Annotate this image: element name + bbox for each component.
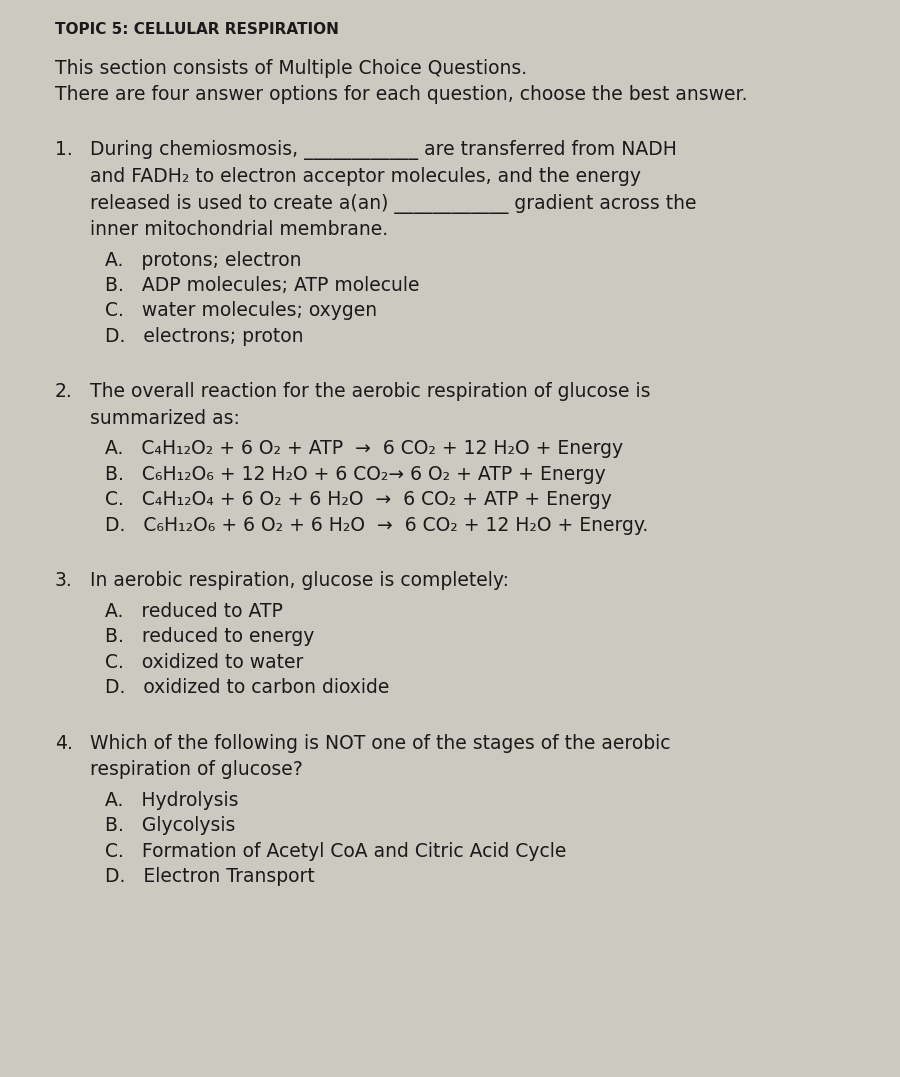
Text: respiration of glucose?: respiration of glucose? (90, 760, 302, 780)
Text: TOPIC 5: CELLULAR RESPIRATION: TOPIC 5: CELLULAR RESPIRATION (55, 22, 339, 37)
Text: C.   C₄H₁₂O₄ + 6 O₂ + 6 H₂O  →  6 CO₂ + ATP + Energy: C. C₄H₁₂O₄ + 6 O₂ + 6 H₂O → 6 CO₂ + ATP … (105, 490, 612, 509)
Text: D.   electrons; proton: D. electrons; proton (105, 327, 303, 346)
Text: The overall reaction for the aerobic respiration of glucose is: The overall reaction for the aerobic res… (90, 382, 651, 402)
Text: inner mitochondrial membrane.: inner mitochondrial membrane. (90, 220, 388, 239)
Text: A.   C₄H₁₂O₂ + 6 O₂ + ATP  →  6 CO₂ + 12 H₂O + Energy: A. C₄H₁₂O₂ + 6 O₂ + ATP → 6 CO₂ + 12 H₂O… (105, 439, 623, 459)
Text: A.   reduced to ATP: A. reduced to ATP (105, 602, 283, 621)
Text: A.   protons; electron: A. protons; electron (105, 251, 302, 269)
Text: Which of the following is NOT one of the stages of the aerobic: Which of the following is NOT one of the… (90, 735, 670, 753)
Text: B.   ADP molecules; ATP molecule: B. ADP molecules; ATP molecule (105, 276, 419, 295)
Text: This section consists of Multiple Choice Questions.: This section consists of Multiple Choice… (55, 59, 527, 78)
Text: D.   oxidized to carbon dioxide: D. oxidized to carbon dioxide (105, 679, 390, 698)
Text: B.   reduced to energy: B. reduced to energy (105, 628, 314, 646)
Text: C.   oxidized to water: C. oxidized to water (105, 653, 303, 672)
Text: D.   C₆H₁₂O₆ + 6 O₂ + 6 H₂O  →  6 CO₂ + 12 H₂O + Energy.: D. C₆H₁₂O₆ + 6 O₂ + 6 H₂O → 6 CO₂ + 12 H… (105, 516, 648, 535)
Text: summarized as:: summarized as: (90, 409, 240, 428)
Text: In aerobic respiration, glucose is completely:: In aerobic respiration, glucose is compl… (90, 572, 509, 590)
Text: D.   Electron Transport: D. Electron Transport (105, 867, 315, 886)
Text: released is used to create a(an) ____________ gradient across the: released is used to create a(an) _______… (90, 194, 697, 213)
Text: A.   Hydrolysis: A. Hydrolysis (105, 791, 239, 810)
Text: B.   Glycolysis: B. Glycolysis (105, 816, 236, 836)
Text: C.   water molecules; oxygen: C. water molecules; oxygen (105, 302, 377, 321)
Text: 1.: 1. (55, 140, 73, 159)
Text: and FADH₂ to electron acceptor molecules, and the energy: and FADH₂ to electron acceptor molecules… (90, 167, 641, 186)
Text: 2.: 2. (55, 382, 73, 402)
Text: B.   C₆H₁₂O₆ + 12 H₂O + 6 CO₂→ 6 O₂ + ATP + Energy: B. C₆H₁₂O₆ + 12 H₂O + 6 CO₂→ 6 O₂ + ATP … (105, 465, 606, 484)
Text: There are four answer options for each question, choose the best answer.: There are four answer options for each q… (55, 85, 748, 104)
Text: 3.: 3. (55, 572, 73, 590)
Text: 4.: 4. (55, 735, 73, 753)
Text: C.   Formation of Acetyl CoA and Citric Acid Cycle: C. Formation of Acetyl CoA and Citric Ac… (105, 842, 566, 861)
Text: During chemiosmosis, ____________ are transferred from NADH: During chemiosmosis, ____________ are tr… (90, 140, 677, 160)
